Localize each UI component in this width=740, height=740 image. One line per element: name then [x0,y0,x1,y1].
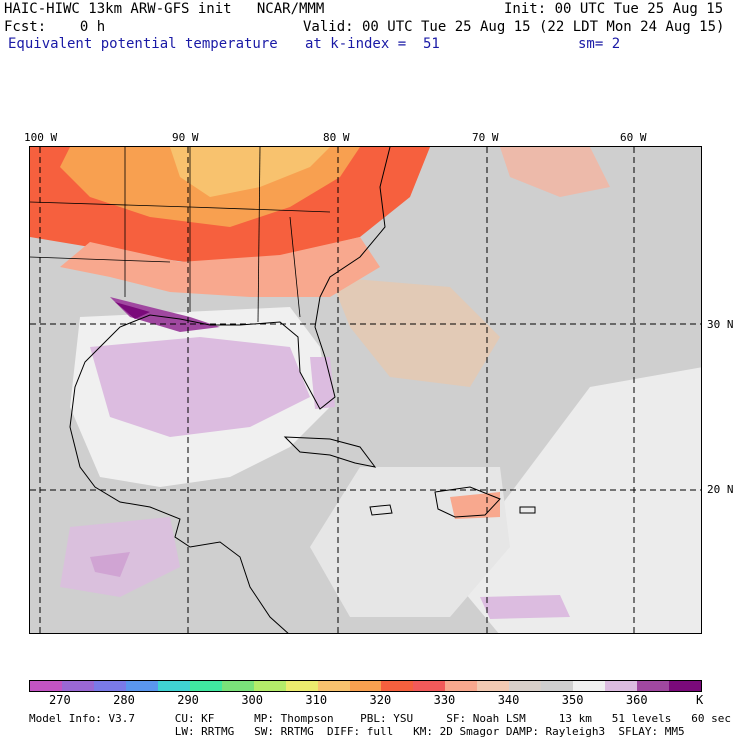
lon-label-80w: 80 W [323,131,350,144]
colorbar-swatch [157,681,190,691]
colorbar-swatch [221,681,254,691]
lat-label-20n: 20 N [707,483,734,496]
colorbar-unit: K [696,693,704,707]
colorbar-swatch [413,681,446,691]
colorbar-tick-label: 330 [433,693,456,707]
colorbar-tick-label: 360 [625,693,648,707]
colorbar [29,680,702,692]
lon-label-100w: 100 W [24,131,58,144]
colorbar-tick-label: 290 [177,693,199,707]
yellow-orange-region [170,147,330,197]
colorbar-swatch [381,681,414,691]
coastline-mainland [69,147,391,633]
theta-e-map [29,146,702,634]
colorbar-tick-label: 320 [369,693,392,707]
graticule [30,147,701,633]
colorbar-swatch [125,681,158,691]
model-info: Model Info: V3.7 CU: KF MP: Thompson PBL… [29,712,731,725]
colorbar-swatch [541,681,574,691]
tan-coastal-band [330,277,500,387]
state-borders [30,147,331,323]
colorbar-swatch [30,681,62,691]
field-name: Equivalent potential temperature [8,36,278,52]
colorbar-tick-label: 300 [241,693,264,707]
smoothing: sm= 2 [578,36,621,52]
colorbar-swatch [317,681,350,691]
salmon-region-ne [500,147,610,197]
light-grey-region [460,367,701,633]
colorbar-swatch [605,681,638,691]
colorbar-tick-label: 270 [49,693,71,707]
lat-label-30n: 30 N [707,318,734,331]
lon-label-90w: 90 W [172,131,199,144]
colorbar-swatch [669,681,702,691]
colorbar-swatch [477,681,510,691]
valid-time: Valid: 00 UTC Tue 25 Aug 15 (22 LDT Mon … [303,19,725,35]
colorbar-swatch [189,681,222,691]
forecast-hour: Fcst: 0 h [4,19,106,35]
colorbar-swatch [349,681,382,691]
colorbar-swatch [285,681,318,691]
colorbar-swatch [573,681,606,691]
model-title: HAIC-HIWC 13km ARW-GFS init NCAR/MMM [4,1,325,17]
coastline-cuba [283,436,377,468]
colorbar-swatch [509,681,542,691]
vertical-level: at k-index = 51 [305,36,440,52]
colorbar-swatch [61,681,94,691]
colorbar-tick-label: 280 [113,693,135,707]
coastlines [69,147,536,633]
colorbar-swatch [637,681,670,691]
colorbar-tick-label: 350 [561,693,584,707]
dark-purple-spot [115,302,150,319]
colorbar-tick-label: 310 [305,693,328,707]
colorbar-swatch [253,681,286,691]
coastline-hispaniola [434,486,501,518]
colorbar-swatch [93,681,126,691]
map-field [30,147,701,633]
lavender-south [60,517,180,597]
lon-label-70w: 70 W [472,131,499,144]
coastline-jamaica [369,504,393,516]
lon-label-60w: 60 W [620,131,647,144]
colorbar-tick-label: 340 [497,693,520,707]
gulf-lavender-region [90,337,310,437]
lavender-caribbean [480,595,570,619]
coastline-puerto-rico [519,506,536,514]
colorbar-swatch [445,681,478,691]
init-time: Init: 00 UTC Tue 25 Aug 15 [504,1,724,17]
salmon-band [60,237,380,297]
physics-info: LW: RRTMG SW: RRTMG DIFF: full KM: 2D Sm… [29,725,685,738]
purple-coastal-band [110,297,220,332]
